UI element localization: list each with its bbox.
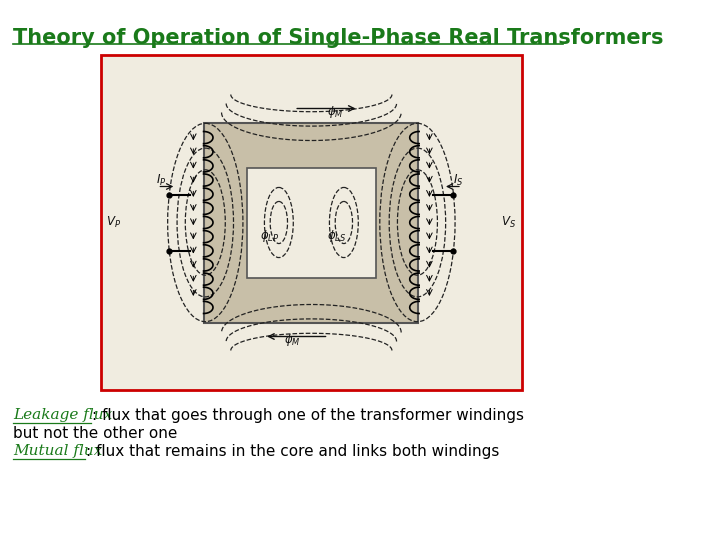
Text: $I_P$: $I_P$ [156,172,166,187]
Text: but not the other one: but not the other one [13,426,177,441]
Bar [204,123,418,322]
Text: Theory of Operation of Single-Phase Real Transformers: Theory of Operation of Single-Phase Real… [13,28,663,48]
Text: $\phi_{LP}$: $\phi_{LP}$ [260,227,279,244]
Bar [101,55,522,390]
Text: Leakage flux: Leakage flux [13,408,112,422]
Text: $\phi_M$: $\phi_M$ [327,105,343,120]
Text: $I_S$: $I_S$ [454,172,464,187]
Text: $V_S$: $V_S$ [501,215,516,230]
Text: : flux that remains in the core and links both windings: : flux that remains in the core and link… [86,444,500,459]
Text: Mutual flux: Mutual flux [13,444,102,458]
Bar [247,167,376,278]
Text: $V_P$: $V_P$ [106,215,121,230]
Text: : flux that goes through one of the transformer windings: : flux that goes through one of the tran… [92,408,524,423]
Text: $\phi_{LS}$: $\phi_{LS}$ [327,227,346,244]
Text: $\phi_M$: $\phi_M$ [284,333,301,348]
